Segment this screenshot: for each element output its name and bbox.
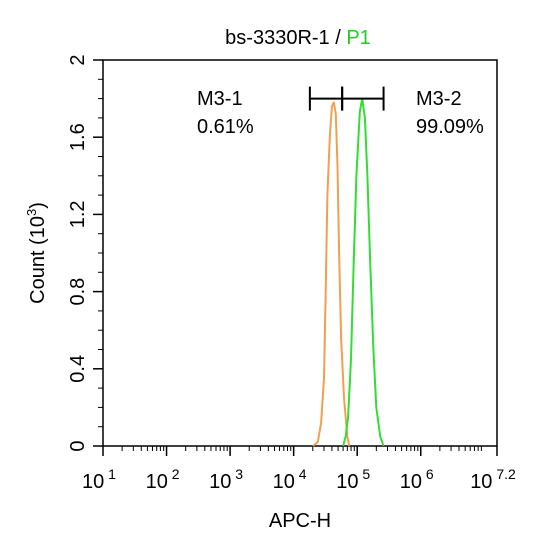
- x-tick-label: 10 6: [400, 466, 434, 493]
- series-line-1: [312, 101, 351, 447]
- chart-title-gate: P1: [346, 27, 370, 49]
- chart-title-prefix: bs-3330R-1 /: [225, 27, 346, 49]
- chart-title: bs-3330R-1 / P1: [225, 27, 371, 49]
- series-layer: [312, 97, 385, 447]
- y-tick-label: 0.4: [67, 355, 89, 383]
- x-tick-label: 10 1: [82, 466, 116, 493]
- x-tick-label: 10 4: [273, 466, 307, 493]
- y-tick-label: 1.6: [67, 123, 89, 151]
- y-axis-label-text: Count: [27, 250, 49, 304]
- x-axis: 10 1 10 2 10 3 10 4 10 5 10 6 10 7.2: [82, 446, 516, 493]
- y-tick-label: 2: [67, 54, 89, 65]
- y-axis-label-base: 10: [27, 216, 49, 238]
- y-axis-label: Count (103): [24, 202, 49, 304]
- y-tick-label: 1.2: [67, 200, 89, 228]
- y-tick-label: 0: [67, 440, 89, 451]
- gate-name-2: M3-2: [416, 88, 462, 110]
- series-line-2: [342, 97, 385, 447]
- x-tick-label: 10 5: [336, 466, 370, 493]
- x-tick-label: 10 7.2: [470, 466, 516, 493]
- x-tick-label: 10 2: [146, 466, 180, 493]
- gate-name-1: M3-1: [197, 88, 243, 110]
- x-tick-label: 10 3: [209, 466, 243, 493]
- y-axis: 0 0.4 0.8 1.2 1.6 2: [67, 54, 103, 452]
- gate-percent-1: 0.61%: [197, 116, 254, 138]
- y-tick-label: 0.8: [67, 278, 89, 306]
- y-axis-label-exp: 3: [24, 209, 39, 216]
- x-axis-label: APC-H: [269, 510, 331, 532]
- gate-percent-2: 99.09%: [416, 116, 484, 138]
- gate-layer: M3-1 0.61% M3-2 99.09%: [197, 86, 484, 138]
